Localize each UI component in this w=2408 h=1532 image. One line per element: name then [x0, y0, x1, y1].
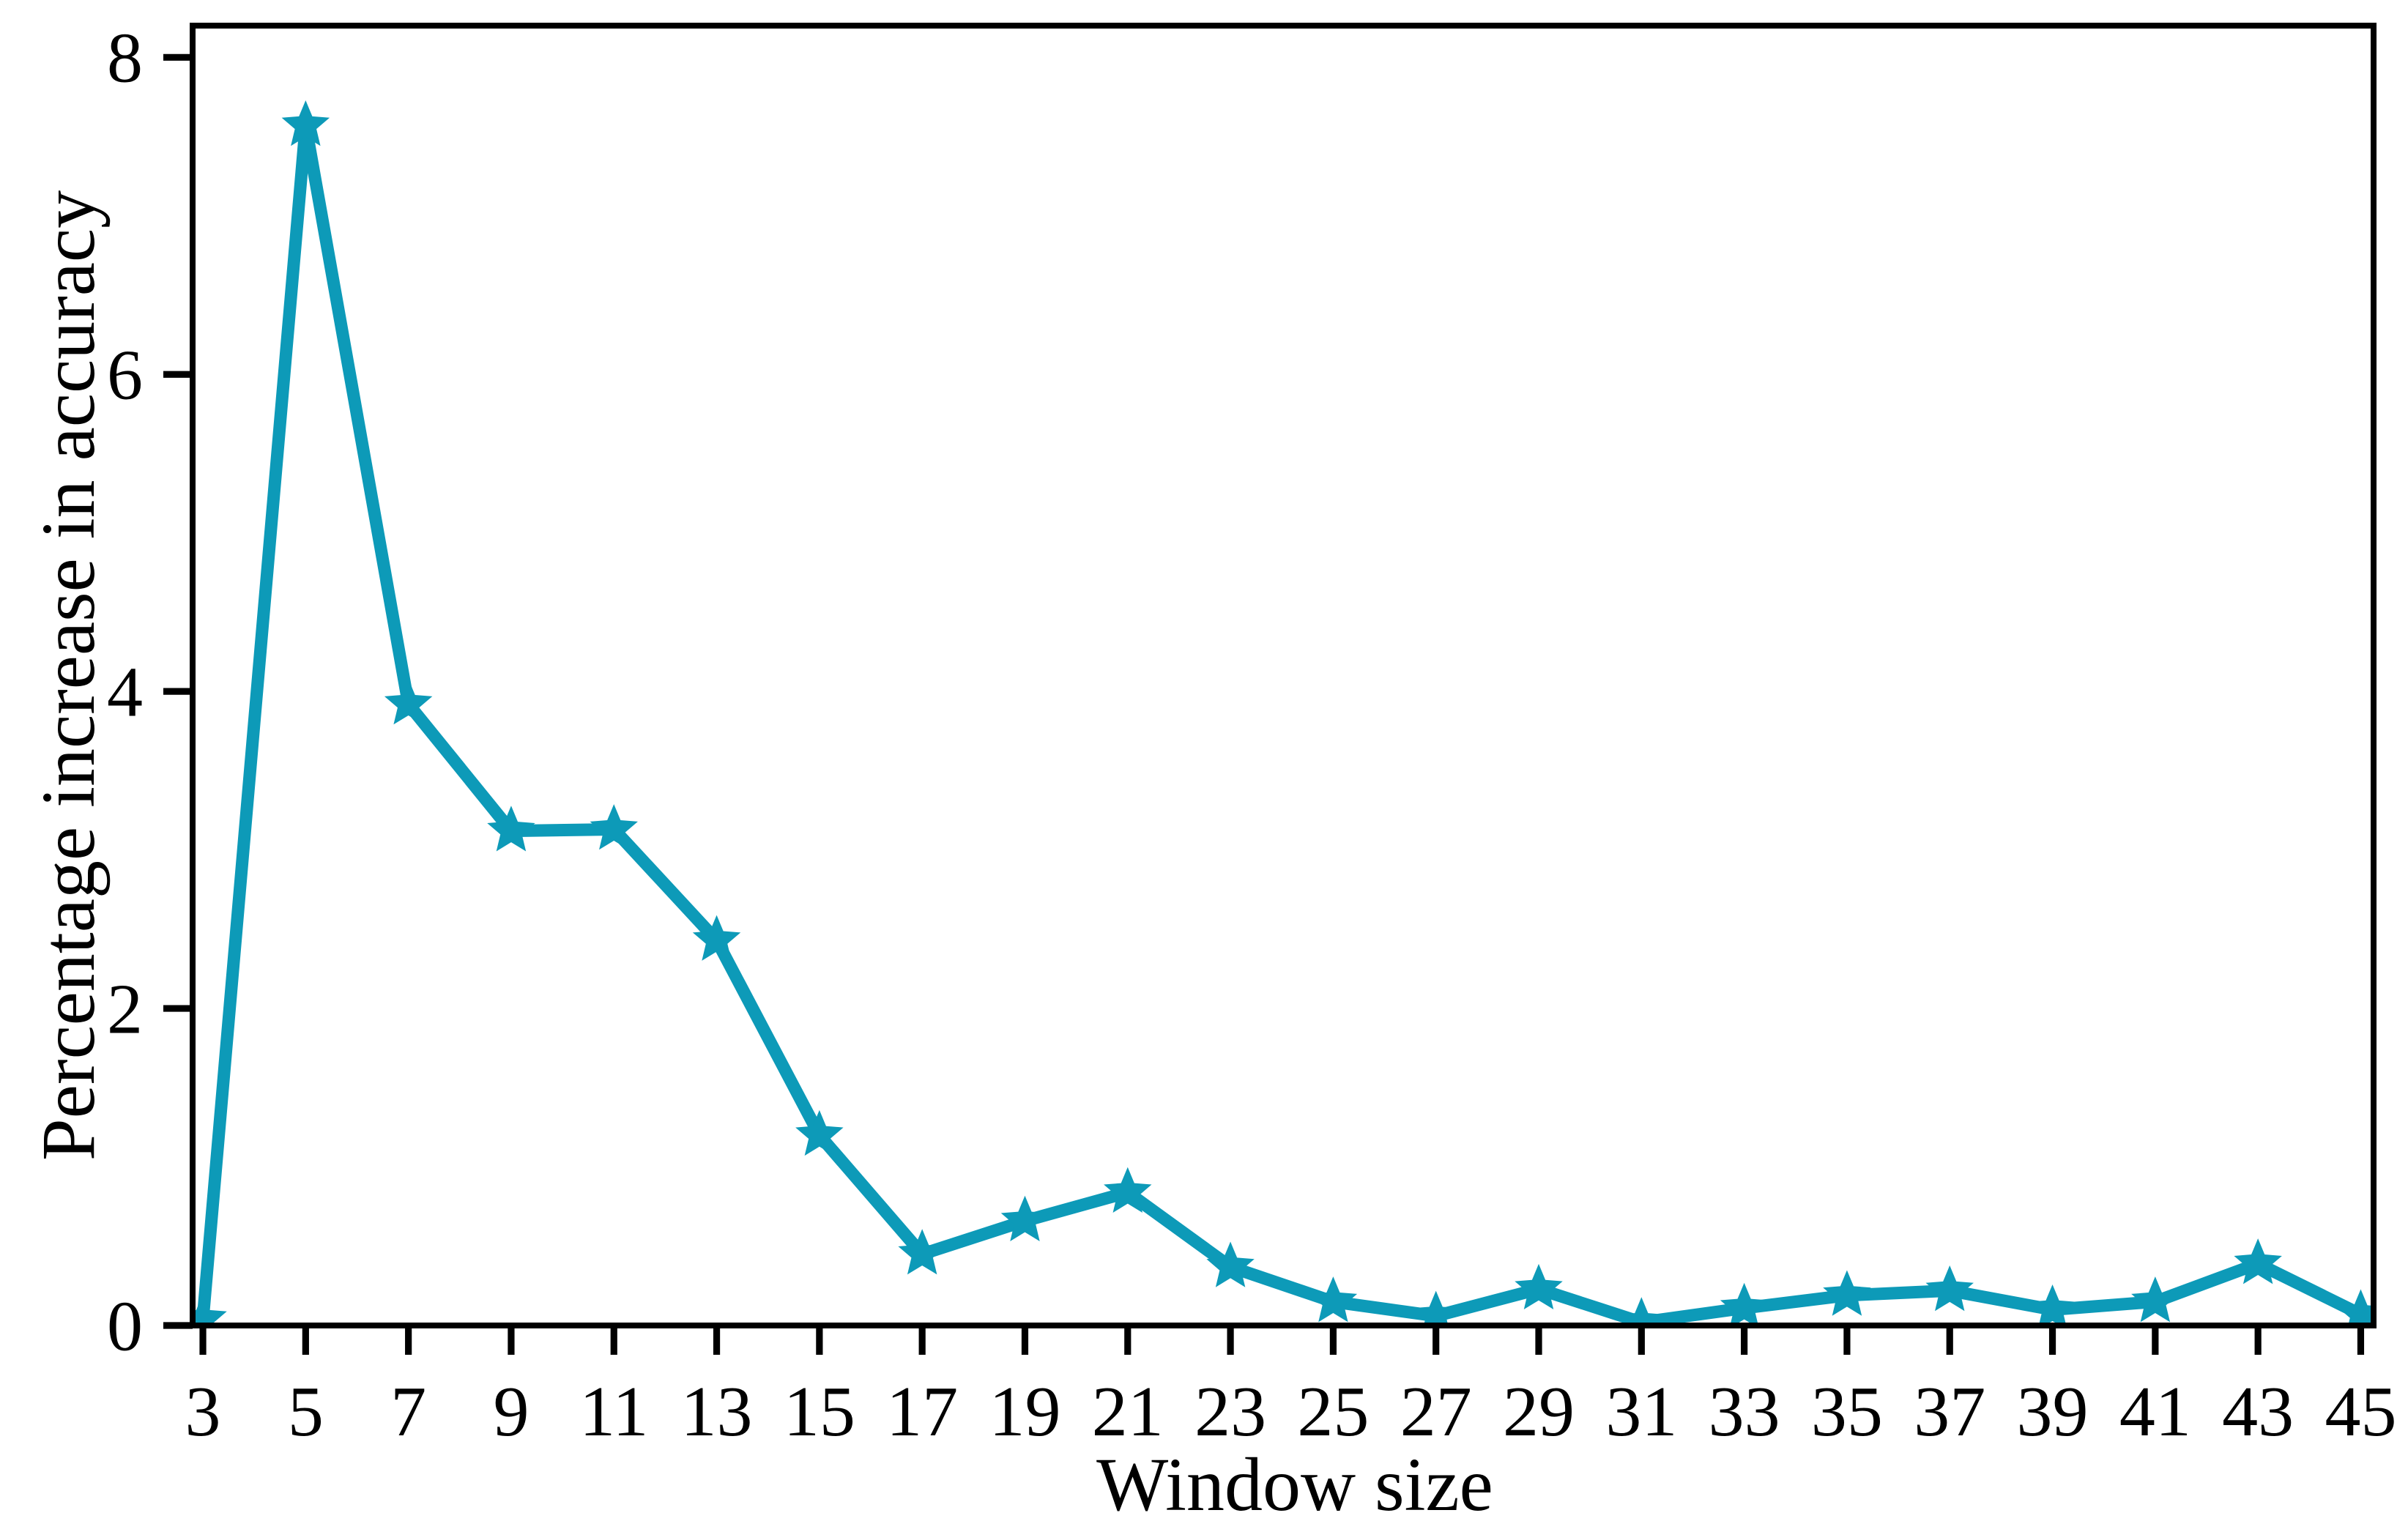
x-tick-label: 45: [2325, 1372, 2396, 1451]
data-marker-star: [1104, 1167, 1152, 1213]
x-tick-label: 7: [390, 1372, 426, 1451]
data-marker-star: [1515, 1263, 1563, 1310]
x-tick-label: 19: [989, 1372, 1060, 1451]
x-tick-label: 15: [784, 1372, 855, 1451]
x-tick-label: 5: [288, 1372, 324, 1451]
data-marker-star: [2234, 1238, 2282, 1284]
series-group: [193, 100, 2374, 1325]
data-marker-star: [1206, 1241, 1255, 1287]
x-tick-label: 13: [681, 1372, 753, 1451]
data-marker-star: [1000, 1195, 1049, 1241]
data-marker-star: [692, 915, 741, 961]
data-marker-star: [795, 1109, 844, 1156]
x-tick-label: 39: [2017, 1372, 2089, 1451]
data-marker-star: [2131, 1276, 2180, 1323]
x-tick-label: 29: [1503, 1372, 1575, 1451]
x-tick-label: 17: [886, 1372, 958, 1451]
y-axis-label: Percentage increase in accuracy: [26, 190, 111, 1161]
data-marker-star: [1411, 1290, 1460, 1325]
data-marker-star: [2028, 1284, 2077, 1325]
x-tick-label: 3: [185, 1372, 221, 1451]
x-tick-label: 11: [579, 1372, 648, 1451]
data-marker-star: [281, 100, 330, 146]
y-tick-label: 2: [107, 970, 143, 1049]
x-tick-label: 21: [1092, 1372, 1164, 1451]
data-marker-star: [193, 1293, 227, 1325]
data-marker-star: [898, 1229, 946, 1275]
x-tick-label: 41: [2119, 1372, 2191, 1451]
x-tick-label: 23: [1194, 1372, 1266, 1451]
data-line: [196, 119, 2364, 1325]
data-marker-star: [384, 679, 433, 725]
data-marker-star: [1720, 1282, 1769, 1325]
x-axis-label: Window size: [1096, 1443, 1493, 1527]
x-tick-label: 43: [2222, 1372, 2294, 1451]
x-tick-label: 31: [1605, 1372, 1677, 1451]
x-tick-label: 33: [1709, 1372, 1780, 1451]
data-marker-star: [590, 804, 638, 850]
plot-area: [193, 26, 2374, 1325]
x-tick-label: 37: [1914, 1372, 1985, 1451]
data-marker-star: [2336, 1289, 2374, 1325]
y-tick-label: 0: [107, 1287, 143, 1366]
data-marker-star: [1925, 1265, 1974, 1312]
x-tick-label: 35: [1811, 1372, 1883, 1451]
axes-frame: [190, 23, 2377, 1328]
data-marker-star: [1617, 1297, 1666, 1325]
data-marker-star: [1309, 1276, 1358, 1323]
y-tick-label: 4: [107, 652, 143, 732]
x-tick-label: 25: [1297, 1372, 1369, 1451]
x-tick-label: 27: [1400, 1372, 1472, 1451]
data-marker-star: [487, 806, 535, 852]
data-marker-star: [1823, 1270, 1871, 1316]
x-tick-label: 9: [493, 1372, 529, 1451]
y-tick-label: 6: [107, 336, 143, 415]
y-tick-label: 8: [107, 19, 143, 98]
